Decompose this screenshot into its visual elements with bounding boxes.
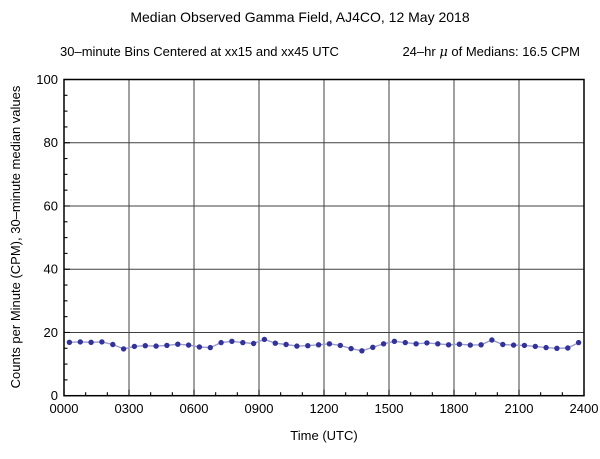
data-point [272,340,278,346]
data-point [196,344,203,350]
data-point [500,341,506,348]
x-tick-label: 1200 [310,401,339,416]
data-point [315,342,322,348]
subtitle-bins: 30–minute Bins Centered at xx15 and xx45… [60,44,339,59]
data-point [510,342,517,348]
data-point [326,341,333,347]
data-point [380,341,387,347]
axis-ticks [63,78,585,397]
data-point [294,343,300,349]
data-series [66,336,582,354]
y-tick-label: 80 [44,135,58,150]
tick-labels: 0000 0300 0600 0900 1200 1500 1800 2100 2400 0 20 4… [36,72,598,416]
y-tick-label: 20 [44,325,58,340]
gridlines [64,79,584,396]
data-point [456,341,463,347]
data-point [120,346,127,352]
data-point [413,341,419,347]
data-point [445,342,452,348]
data-point [521,342,528,349]
subtitle-mean: 24–hr μ of Medians: 16.5 CPM [402,44,580,60]
data-point [435,341,441,347]
y-tick-label: 60 [44,198,58,213]
data-point [207,344,213,351]
data-point [185,342,192,348]
y-tick-label: 0 [51,388,58,403]
data-point [370,344,376,350]
data-point [467,342,473,348]
data-point [99,339,105,345]
data-point [489,337,495,343]
x-tick-label: 0900 [245,401,274,416]
data-point [77,339,84,345]
data-point [348,345,354,352]
data-point [250,340,257,347]
data-point [565,345,571,351]
data-point [164,342,170,349]
data-point [218,339,224,346]
mu-symbol: μ [439,45,448,60]
data-point [532,343,538,350]
chart-subtitle: 30–minute Bins Centered at xx15 and xx45… [60,44,580,60]
data-point [575,339,582,346]
y-tick-label: 100 [36,72,58,87]
data-point [337,342,343,349]
chart-title: Median Observed Gamma Field, AJ4CO, 12 M… [130,9,470,25]
data-point [88,339,94,345]
data-point [359,348,365,354]
y-axis-label: Counts per Minute (CPM), 30–minute media… [8,85,23,388]
data-point [424,340,430,346]
data-point [131,343,138,350]
data-point [554,345,560,351]
data-point [240,339,246,346]
x-tick-label: 2400 [570,401,599,416]
y-tick-label: 40 [44,262,58,277]
x-tick-label: 0000 [50,401,79,416]
data-point [283,341,289,348]
x-tick-label: 0300 [115,401,144,416]
data-point [543,344,549,351]
x-tick-label: 0600 [180,401,209,416]
x-tick-label: 2100 [505,401,534,416]
data-point [175,341,181,347]
data-point [153,343,159,349]
x-tick-label: 1800 [440,401,469,416]
data-point [478,342,484,348]
data-point [229,338,235,344]
x-axis-label: Time (UTC) [290,428,357,443]
x-tick-label: 1500 [375,401,404,416]
data-point [402,339,408,346]
data-point [261,336,268,343]
data-point [305,343,311,349]
data-point [391,338,398,344]
data-point [142,343,148,349]
data-point [66,339,73,345]
data-point [110,341,116,348]
